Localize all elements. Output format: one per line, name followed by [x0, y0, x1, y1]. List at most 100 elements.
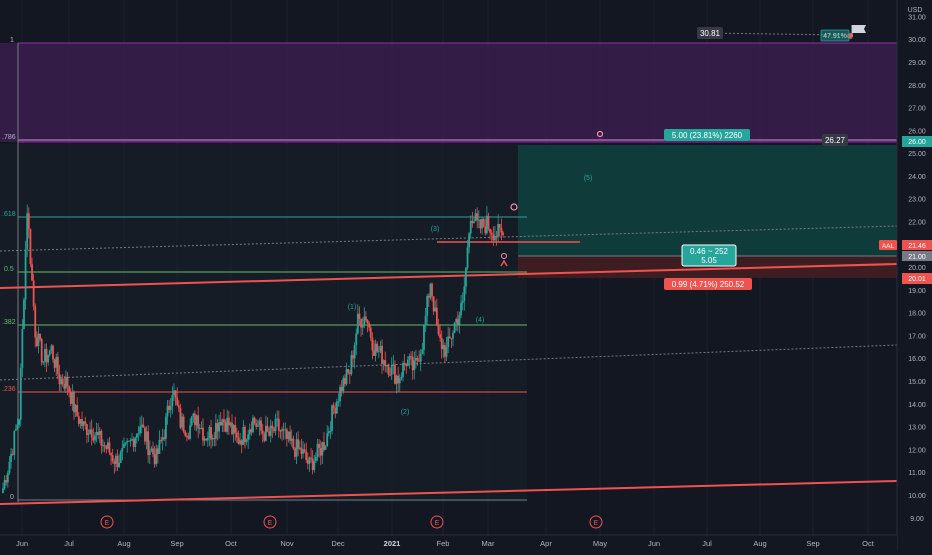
- candle-body: [195, 415, 198, 426]
- candlestick-series[interactable]: [2, 204, 504, 494]
- earnings-icon[interactable]: [263, 515, 277, 529]
- candle-body: [476, 213, 479, 220]
- fib-label-5: 0.5: [4, 266, 14, 273]
- candle-body: [377, 351, 380, 353]
- earnings-icon[interactable]: [589, 515, 603, 529]
- candle-body: [281, 429, 283, 432]
- candle-body: [334, 408, 337, 414]
- candle-body: [127, 440, 130, 442]
- candle-body: [423, 325, 425, 350]
- earnings-label: E: [105, 520, 110, 527]
- risk-reward-label[interactable]: 0.46 ~ 252 5.05: [681, 244, 737, 267]
- candle-body: [192, 413, 195, 417]
- time-tick-label: 2021: [384, 539, 401, 548]
- earnings-icon[interactable]: [100, 515, 114, 529]
- candle-body: [398, 378, 401, 384]
- candle-body: [481, 219, 483, 229]
- trend-line-dotted-mid[interactable]: [0, 344, 898, 381]
- flag-icon[interactable]: [851, 25, 866, 36]
- candle-body: [397, 375, 400, 384]
- time-tick-label: Nov: [280, 539, 294, 548]
- candle-body: [23, 299, 25, 330]
- candle-body: [355, 333, 358, 346]
- candle-body: [311, 458, 314, 470]
- alert-marker-icon[interactable]: [510, 203, 518, 211]
- candle-body: [103, 445, 106, 447]
- candle-body: [282, 429, 285, 431]
- wave-label-1: (1): [348, 304, 357, 311]
- candle-body: [92, 437, 95, 441]
- currency-label: USD: [908, 7, 923, 14]
- candle-body: [171, 394, 174, 407]
- candle-body: [279, 430, 282, 432]
- stop-info-label[interactable]: 0.99 (4.71%) 250.52: [664, 278, 752, 290]
- trend-line-dotted-upper[interactable]: [0, 225, 898, 252]
- earnings-icon[interactable]: [430, 515, 444, 529]
- level-2627-text: 26.27: [825, 136, 846, 145]
- candle-body: [174, 390, 177, 398]
- candle-body: [140, 424, 143, 427]
- candle-body: [266, 425, 269, 432]
- target-info-label[interactable]: 5.00 (23.81%) 2260: [664, 129, 750, 141]
- candle-body: [368, 323, 371, 328]
- top-value-text: 30.81: [700, 29, 721, 38]
- candle-body: [276, 418, 279, 420]
- candle-body: [176, 397, 179, 406]
- candle-body: [323, 442, 325, 450]
- trend-line-lower[interactable]: [0, 480, 898, 505]
- candle-body: [450, 338, 453, 340]
- candle-body: [226, 417, 229, 432]
- candle-body: [479, 219, 482, 229]
- fib-label-1: 1: [10, 37, 14, 44]
- candle-body: [182, 416, 185, 432]
- candle-body: [55, 356, 58, 368]
- time-tick-label: Oct: [862, 539, 875, 548]
- candle-body: [487, 215, 490, 229]
- candle-body: [95, 432, 98, 436]
- time-tick-label: Sep: [170, 539, 183, 548]
- candle-body: [427, 295, 430, 298]
- candle-body: [66, 376, 69, 387]
- time-tick-label: Mar: [482, 539, 495, 548]
- candle-body: [434, 307, 437, 312]
- candle-body: [347, 369, 350, 373]
- candle-body: [260, 420, 262, 431]
- time-tick-label: Aug: [753, 539, 766, 548]
- candle-body: [77, 416, 80, 424]
- candle-body: [156, 448, 159, 454]
- wave-label-4: (4): [476, 317, 485, 324]
- candle-body: [76, 405, 79, 417]
- candle-body: [458, 315, 461, 325]
- top-pct-label[interactable]: 47.91%: [820, 29, 850, 42]
- entry-marker-icon[interactable]: [501, 253, 507, 259]
- target-marker-icon[interactable]: [596, 130, 604, 138]
- candle-body: [473, 221, 475, 223]
- candle-body: [52, 345, 54, 360]
- candle-body: [327, 431, 330, 434]
- candle-body: [406, 359, 409, 367]
- candle-body: [245, 439, 248, 443]
- candle-body: [35, 337, 38, 347]
- candle-body: [448, 336, 451, 339]
- level-label-2627[interactable]: 26.27: [822, 134, 848, 146]
- candle-body: [132, 439, 135, 447]
- candle-body: [84, 421, 87, 424]
- top-value-label[interactable]: 30.81: [697, 27, 723, 39]
- candle-body: [295, 439, 298, 457]
- candle-body: [310, 457, 312, 459]
- time-axis-background[interactable]: [0, 535, 897, 550]
- candle-body: [15, 428, 17, 431]
- candle-body: [392, 364, 395, 366]
- price-tick-label: 27.00: [908, 106, 926, 113]
- candle-body: [316, 443, 319, 457]
- candle-body: [410, 356, 412, 358]
- projection-line: [704, 32, 846, 36]
- candle-body: [53, 359, 56, 368]
- trend-line-upper[interactable]: [0, 263, 898, 289]
- candle-body: [116, 455, 119, 467]
- price-tick-label: 28.00: [908, 83, 926, 90]
- candle-body: [153, 454, 156, 465]
- candle-body: [34, 306, 37, 338]
